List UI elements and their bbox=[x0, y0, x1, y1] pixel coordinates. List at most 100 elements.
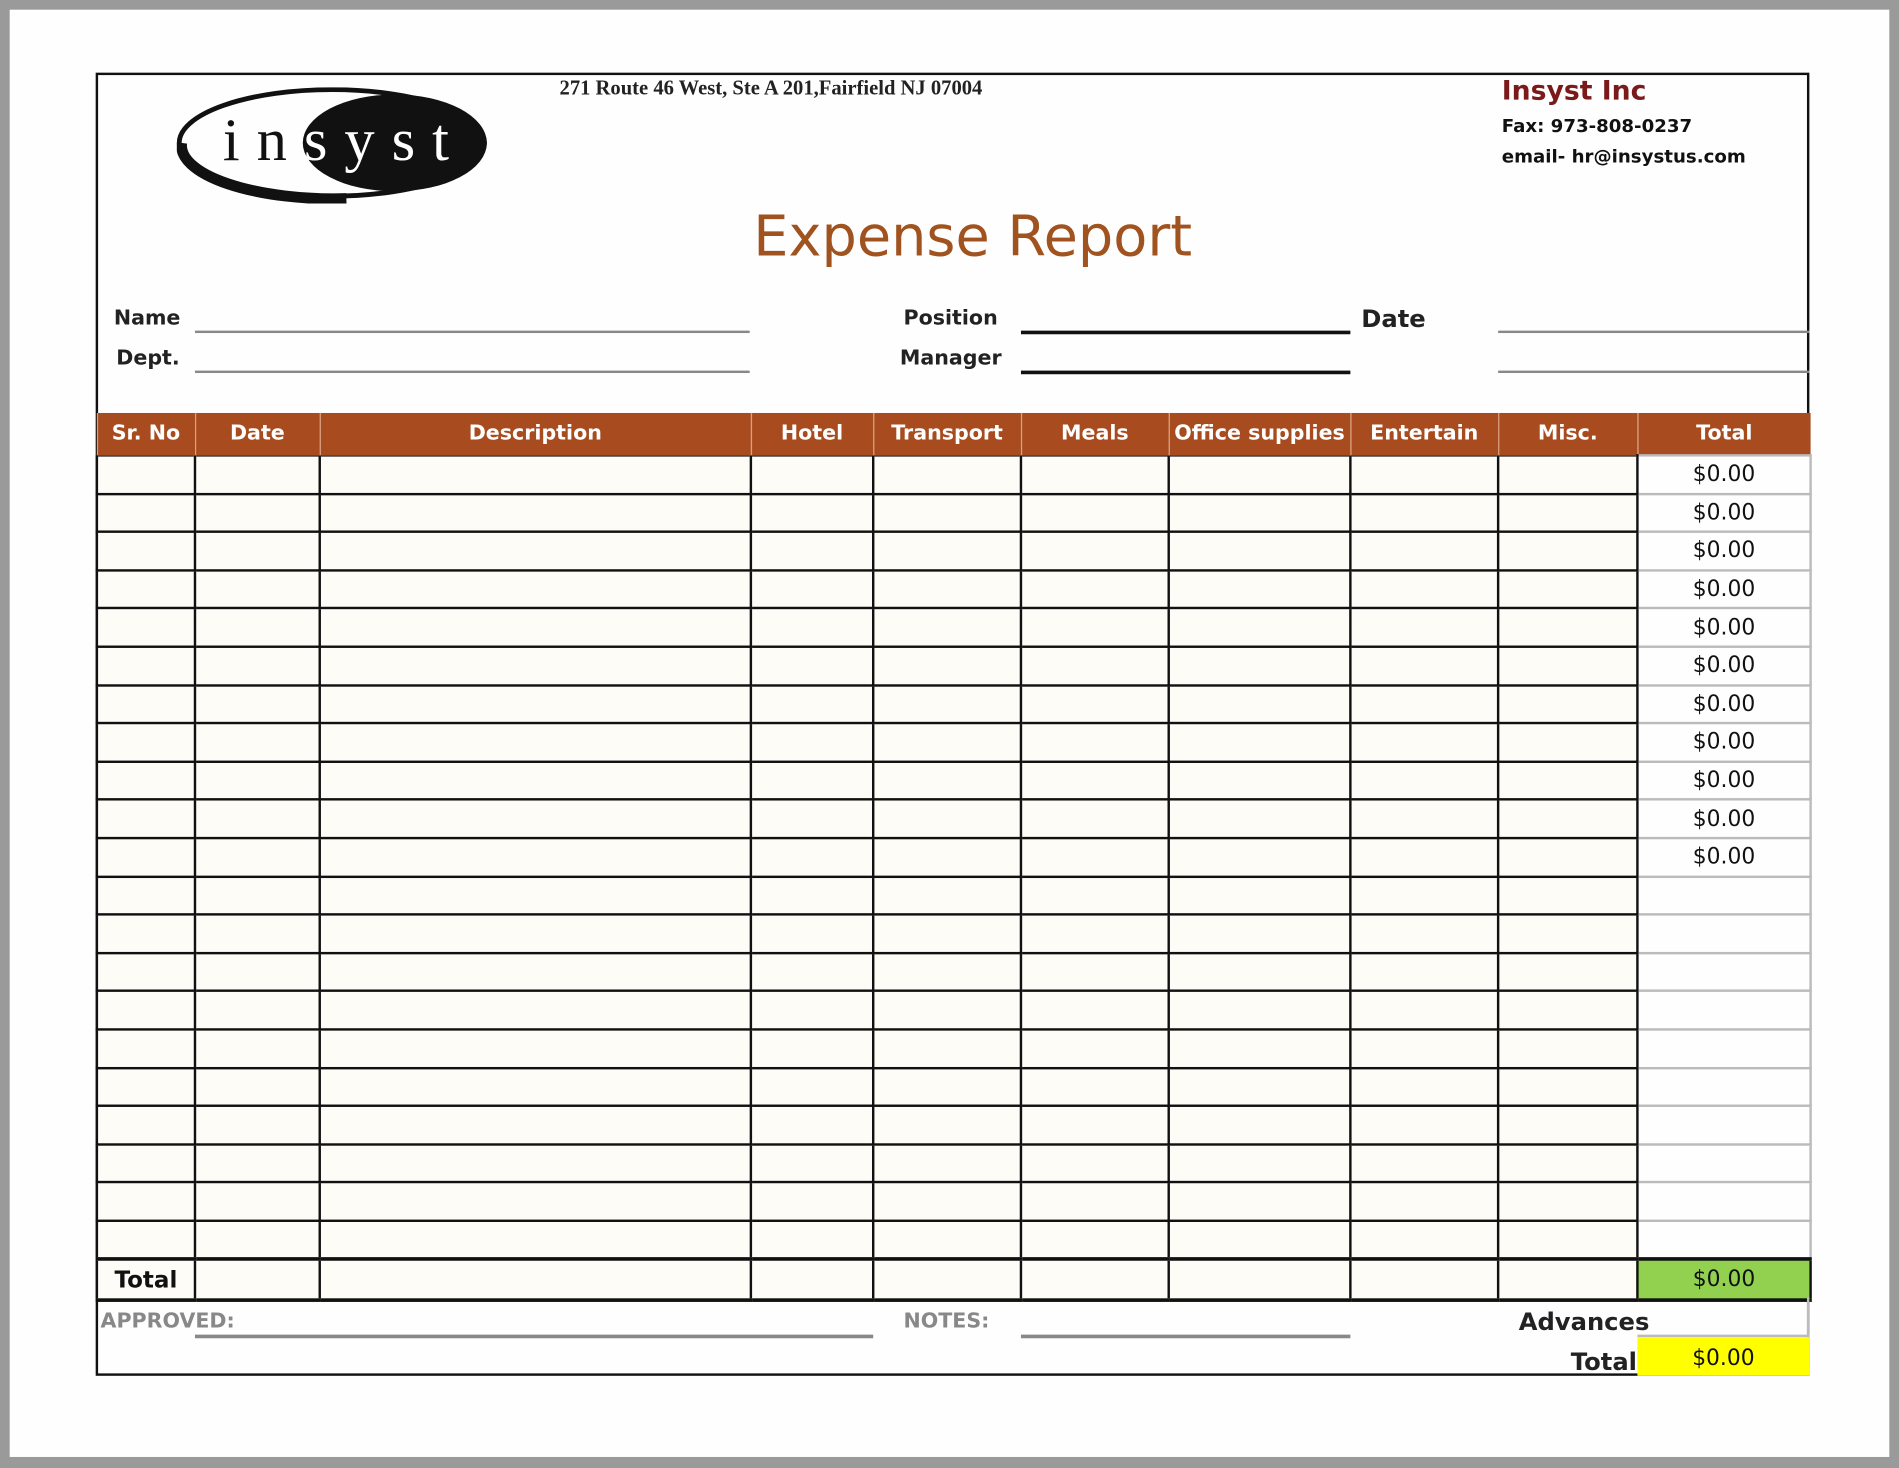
table-cell[interactable] bbox=[749, 1220, 875, 1261]
table-cell[interactable] bbox=[318, 569, 753, 610]
table-cell[interactable] bbox=[749, 760, 875, 801]
table-cell[interactable] bbox=[95, 837, 197, 878]
table-cell[interactable] bbox=[1349, 1220, 1500, 1261]
table-cell[interactable] bbox=[749, 569, 875, 610]
row-total-cell[interactable] bbox=[1636, 1181, 1812, 1222]
table-cell[interactable] bbox=[1019, 1028, 1170, 1069]
table-cell[interactable] bbox=[95, 646, 197, 687]
table-cell[interactable] bbox=[318, 990, 753, 1031]
table-cell[interactable] bbox=[1019, 493, 1170, 534]
table-cell[interactable] bbox=[318, 646, 753, 687]
table-cell[interactable] bbox=[1349, 1105, 1500, 1146]
table-cell[interactable] bbox=[749, 952, 875, 993]
table-cell[interactable] bbox=[1167, 952, 1352, 993]
table-cell[interactable] bbox=[1167, 1105, 1352, 1146]
table-cell[interactable] bbox=[749, 1181, 875, 1222]
table-cell[interactable] bbox=[1349, 875, 1500, 916]
table-cell[interactable] bbox=[318, 799, 753, 840]
table-cell[interactable] bbox=[95, 531, 197, 572]
table-cell[interactable] bbox=[749, 531, 875, 572]
table-cell[interactable] bbox=[1349, 990, 1500, 1031]
table-cell[interactable] bbox=[318, 684, 753, 725]
table-cell[interactable] bbox=[95, 1066, 197, 1108]
table-cell[interactable] bbox=[749, 646, 875, 687]
table-cell[interactable] bbox=[1496, 875, 1639, 916]
row-total-cell[interactable]: $0.00 bbox=[1636, 683, 1812, 725]
table-cell[interactable] bbox=[193, 1181, 321, 1222]
table-cell[interactable] bbox=[193, 646, 321, 687]
row-total-cell[interactable]: $0.00 bbox=[1636, 607, 1812, 648]
position-field[interactable] bbox=[1020, 330, 1351, 335]
table-cell[interactable] bbox=[871, 837, 1023, 878]
table-cell[interactable] bbox=[1167, 990, 1352, 1031]
table-cell[interactable] bbox=[95, 493, 197, 534]
table-cell[interactable] bbox=[95, 1028, 197, 1069]
table-cell[interactable] bbox=[871, 454, 1023, 495]
table-cell[interactable] bbox=[1349, 799, 1500, 840]
table-cell[interactable] bbox=[1349, 493, 1500, 534]
row-total-cell[interactable]: $0.00 bbox=[1636, 760, 1812, 801]
table-cell[interactable] bbox=[95, 913, 197, 954]
table-cell[interactable] bbox=[871, 1220, 1023, 1261]
row-total-cell[interactable] bbox=[1636, 1066, 1812, 1108]
table-cell[interactable] bbox=[749, 913, 875, 954]
table-cell[interactable] bbox=[95, 760, 197, 801]
table-cell[interactable] bbox=[749, 722, 875, 763]
table-cell[interactable] bbox=[1167, 722, 1352, 763]
table-cell[interactable] bbox=[193, 875, 321, 916]
table-cell[interactable] bbox=[1496, 569, 1639, 610]
table-cell[interactable] bbox=[1349, 913, 1500, 954]
table-cell[interactable] bbox=[1349, 607, 1500, 648]
table-cell[interactable] bbox=[1496, 837, 1639, 878]
table-cell[interactable] bbox=[318, 531, 753, 572]
table-cell[interactable] bbox=[318, 952, 753, 993]
table-cell[interactable] bbox=[193, 760, 321, 801]
table-cell[interactable] bbox=[749, 1066, 875, 1108]
table-cell[interactable] bbox=[1019, 722, 1170, 763]
table-cell[interactable] bbox=[871, 990, 1023, 1031]
table-cell[interactable] bbox=[1019, 607, 1170, 648]
row-total-cell[interactable] bbox=[1636, 1104, 1812, 1146]
table-cell[interactable] bbox=[1019, 531, 1170, 572]
table-cell[interactable] bbox=[1167, 837, 1352, 878]
table-cell[interactable] bbox=[1496, 684, 1639, 725]
table-cell[interactable] bbox=[1496, 1066, 1639, 1108]
table-cell[interactable] bbox=[871, 913, 1023, 954]
table-cell[interactable] bbox=[1167, 1028, 1352, 1069]
table-cell[interactable] bbox=[193, 1143, 321, 1184]
table-cell[interactable] bbox=[1019, 454, 1170, 495]
row-total-cell[interactable]: $0.00 bbox=[1636, 798, 1812, 840]
row-total-cell[interactable] bbox=[1636, 989, 1812, 1031]
table-cell[interactable] bbox=[1349, 684, 1500, 725]
table-cell[interactable] bbox=[1019, 913, 1170, 954]
row-total-cell[interactable]: $0.00 bbox=[1636, 645, 1812, 687]
table-cell[interactable] bbox=[1349, 952, 1500, 993]
table-cell[interactable] bbox=[1019, 799, 1170, 840]
table-cell[interactable] bbox=[1167, 1066, 1352, 1108]
table-cell[interactable] bbox=[871, 646, 1023, 687]
table-cell[interactable] bbox=[1019, 760, 1170, 801]
date-field[interactable] bbox=[1498, 330, 1810, 334]
table-cell[interactable] bbox=[749, 799, 875, 840]
table-cell[interactable] bbox=[318, 1028, 753, 1069]
table-cell[interactable] bbox=[1167, 454, 1352, 495]
table-cell[interactable] bbox=[1167, 799, 1352, 840]
table-cell[interactable] bbox=[95, 990, 197, 1031]
table-cell[interactable] bbox=[95, 952, 197, 993]
table-cell[interactable] bbox=[1349, 531, 1500, 572]
table-cell[interactable] bbox=[1496, 1181, 1639, 1222]
table-cell[interactable] bbox=[1019, 990, 1170, 1031]
table-cell[interactable] bbox=[871, 1143, 1023, 1184]
table-cell[interactable] bbox=[1019, 1105, 1170, 1146]
table-cell[interactable] bbox=[1349, 1066, 1500, 1108]
table-cell[interactable] bbox=[749, 1143, 875, 1184]
table-cell[interactable] bbox=[749, 990, 875, 1031]
row-total-cell[interactable] bbox=[1636, 1219, 1812, 1261]
table-cell[interactable] bbox=[1167, 493, 1352, 534]
table-cell[interactable] bbox=[1349, 646, 1500, 687]
row-total-cell[interactable]: $0.00 bbox=[1636, 722, 1812, 763]
table-cell[interactable] bbox=[749, 684, 875, 725]
table-cell[interactable] bbox=[1019, 1143, 1170, 1184]
table-cell[interactable] bbox=[95, 1181, 197, 1222]
approved-field[interactable] bbox=[194, 1334, 874, 1339]
